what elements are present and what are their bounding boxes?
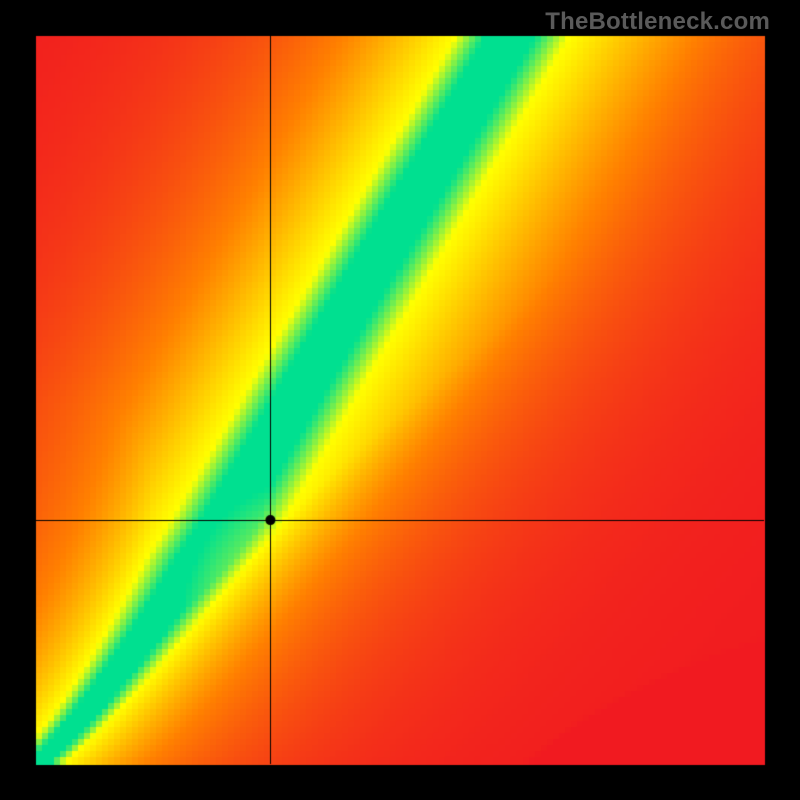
bottleneck-heatmap-chart: TheBottleneck.com: [0, 0, 800, 800]
heatmap-canvas: [0, 0, 800, 800]
watermark-text: TheBottleneck.com: [545, 8, 770, 36]
